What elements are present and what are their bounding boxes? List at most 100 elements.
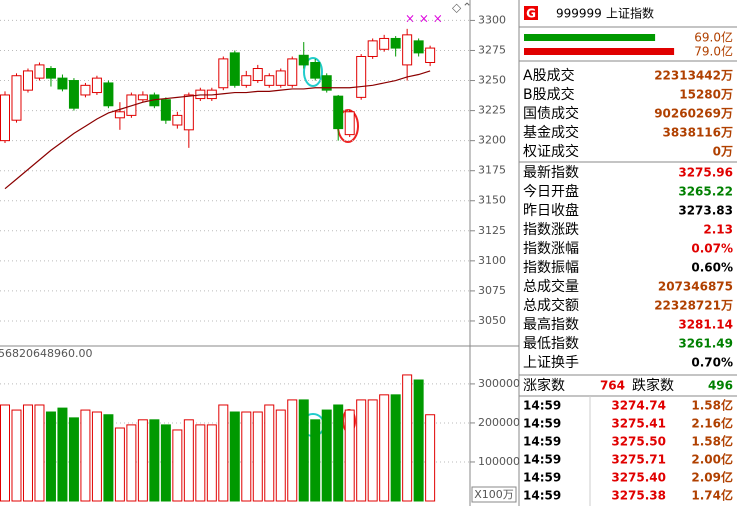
volume-bar [402, 374, 413, 502]
y-tick-label: 3175 [478, 164, 506, 177]
breadth-label: 跌家数 [632, 377, 674, 394]
volume-bar [103, 414, 114, 502]
candle-body [379, 37, 390, 50]
candle-body [11, 75, 22, 121]
candle-body [22, 70, 33, 91]
volume-bar [11, 409, 22, 502]
flow-bar [524, 48, 675, 55]
y-tick-label: 3075 [478, 284, 506, 297]
y-tick-label: 3250 [478, 74, 506, 87]
volume-bar [137, 419, 148, 502]
flow-bar [524, 34, 656, 41]
volume-bar [367, 399, 378, 502]
row-value: 207346875 [658, 280, 733, 294]
candle-body [310, 62, 321, 79]
row-value: 3275.96 [678, 166, 733, 180]
volume-bar [390, 394, 401, 502]
volume-bar [241, 411, 252, 502]
candle-body [356, 55, 367, 98]
volume-bar [333, 404, 344, 502]
volume-bar [34, 404, 45, 502]
candle-body [91, 77, 102, 94]
row-value: 90260269万 [654, 107, 733, 121]
volume-bar [114, 427, 125, 502]
volume-bar [183, 419, 194, 502]
candle-body [68, 80, 79, 109]
candle-body [264, 75, 275, 86]
volume-bar [264, 404, 275, 502]
volume-bar [321, 409, 332, 502]
y-tick-label: 3300 [478, 13, 506, 26]
tick-time: 14:59 [523, 453, 561, 467]
candle-body [241, 75, 252, 86]
row-label: 昨日收盘 [523, 202, 579, 219]
candle-body [413, 40, 424, 54]
badge-label: G [526, 7, 536, 21]
y-tick-label: 3100 [478, 254, 506, 267]
candle-body [0, 94, 10, 142]
volume-bar [275, 409, 286, 502]
candle-body [45, 68, 56, 79]
candle-body [114, 111, 125, 119]
tick-time: 14:59 [523, 399, 561, 413]
candle-body [402, 34, 413, 66]
code: 999999 [556, 7, 602, 21]
ma-line [4, 70, 431, 190]
tick-amount: 1.74亿 [691, 488, 733, 503]
row-label: 指数涨跌 [523, 222, 579, 238]
volume-bar [413, 379, 424, 502]
tick-price: 3275.38 [611, 489, 666, 503]
tick-price: 3275.71 [611, 453, 666, 467]
y-tick-label: 3150 [478, 194, 506, 207]
candle-body [287, 58, 298, 86]
volume-bar [356, 399, 367, 502]
tick-amount: 2.00亿 [691, 452, 733, 467]
flow-label: 69.0亿 [694, 30, 733, 45]
volume-bar [425, 414, 436, 502]
row-label: B股成交 [523, 86, 575, 103]
row-value: 3273.83 [678, 204, 733, 218]
row-value: 3265.22 [678, 185, 733, 199]
row-label: 指数振幅 [523, 260, 579, 276]
row-label: 上证换手 [523, 354, 579, 371]
row-value: 3838116万 [663, 126, 733, 140]
candle-body [57, 77, 68, 90]
row-value: 22328721万 [654, 299, 733, 313]
tick-price: 3275.40 [611, 471, 666, 485]
volume-bar [68, 417, 79, 502]
row-value: 0.60% [691, 261, 733, 275]
row-label: 最高指数 [523, 316, 579, 333]
volume-bar [218, 404, 229, 502]
tick-price: 3274.74 [611, 399, 666, 413]
row-value: 22313442万 [654, 69, 733, 83]
candle-body [103, 82, 114, 107]
row-label: 指数涨幅 [523, 241, 579, 257]
row-value: 0.70% [691, 356, 733, 370]
candle-body [298, 54, 309, 66]
row-label: 基金成交 [523, 124, 579, 141]
row-value: 2.13 [703, 223, 733, 237]
row-label: 权证成交 [523, 143, 579, 160]
row-label: 总成交量 [523, 278, 579, 295]
candle-body [333, 95, 344, 130]
marker: × × × [405, 12, 443, 26]
volume-bar [160, 424, 171, 502]
icon[interactable]: ⌃ [462, 1, 472, 15]
volume-bar [45, 411, 56, 502]
row-label: 最低指数 [523, 336, 579, 352]
candle-body [195, 89, 206, 100]
tick-time: 14:59 [523, 417, 561, 431]
y-tick-label: 3200 [478, 134, 506, 147]
tick-time: 14:59 [523, 435, 561, 449]
y-tick-label: 3275 [478, 43, 506, 56]
row-value: 3281.14 [678, 318, 733, 332]
volume-bar [80, 409, 91, 502]
tick-amount: 2.16亿 [691, 416, 733, 431]
candle-body [172, 114, 183, 126]
tick-amount: 1.58亿 [691, 434, 733, 449]
tick-amount: 2.09亿 [691, 470, 733, 485]
tick-price: 3275.50 [611, 435, 666, 449]
unit-box [471, 486, 517, 503]
icon[interactable]: ◇ [452, 1, 462, 15]
